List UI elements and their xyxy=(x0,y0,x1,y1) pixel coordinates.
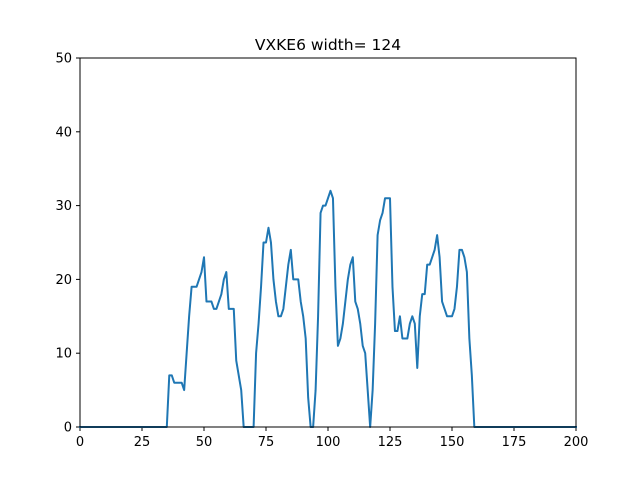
y-tick-label: 40 xyxy=(55,125,72,140)
x-tick-label: 175 xyxy=(502,435,527,450)
y-tick-label: 0 xyxy=(64,421,72,436)
x-tick-label: 150 xyxy=(440,435,465,450)
axis-ticks: 0 25 50 75 100 125 150 175 200 0 10 20 30 40 50 xyxy=(55,52,588,451)
chart-title: VXKE6 width= 124 xyxy=(255,36,401,54)
x-tick-label: 25 xyxy=(134,435,151,450)
plot-frame xyxy=(79,57,577,428)
y-tick-label: 30 xyxy=(55,199,72,214)
y-tick-label: 20 xyxy=(55,273,72,288)
x-tick-label: 200 xyxy=(564,435,589,450)
series-line xyxy=(79,189,577,428)
y-tick-label: 10 xyxy=(55,347,72,362)
x-tick-label: 50 xyxy=(196,435,213,450)
y-tick-label: 50 xyxy=(55,52,72,67)
x-tick-label: 100 xyxy=(316,435,341,450)
series-layer xyxy=(79,189,577,428)
x-tick-label: 75 xyxy=(258,435,275,450)
x-tick-label: 0 xyxy=(76,435,84,450)
x-tick-label: 125 xyxy=(378,435,403,450)
